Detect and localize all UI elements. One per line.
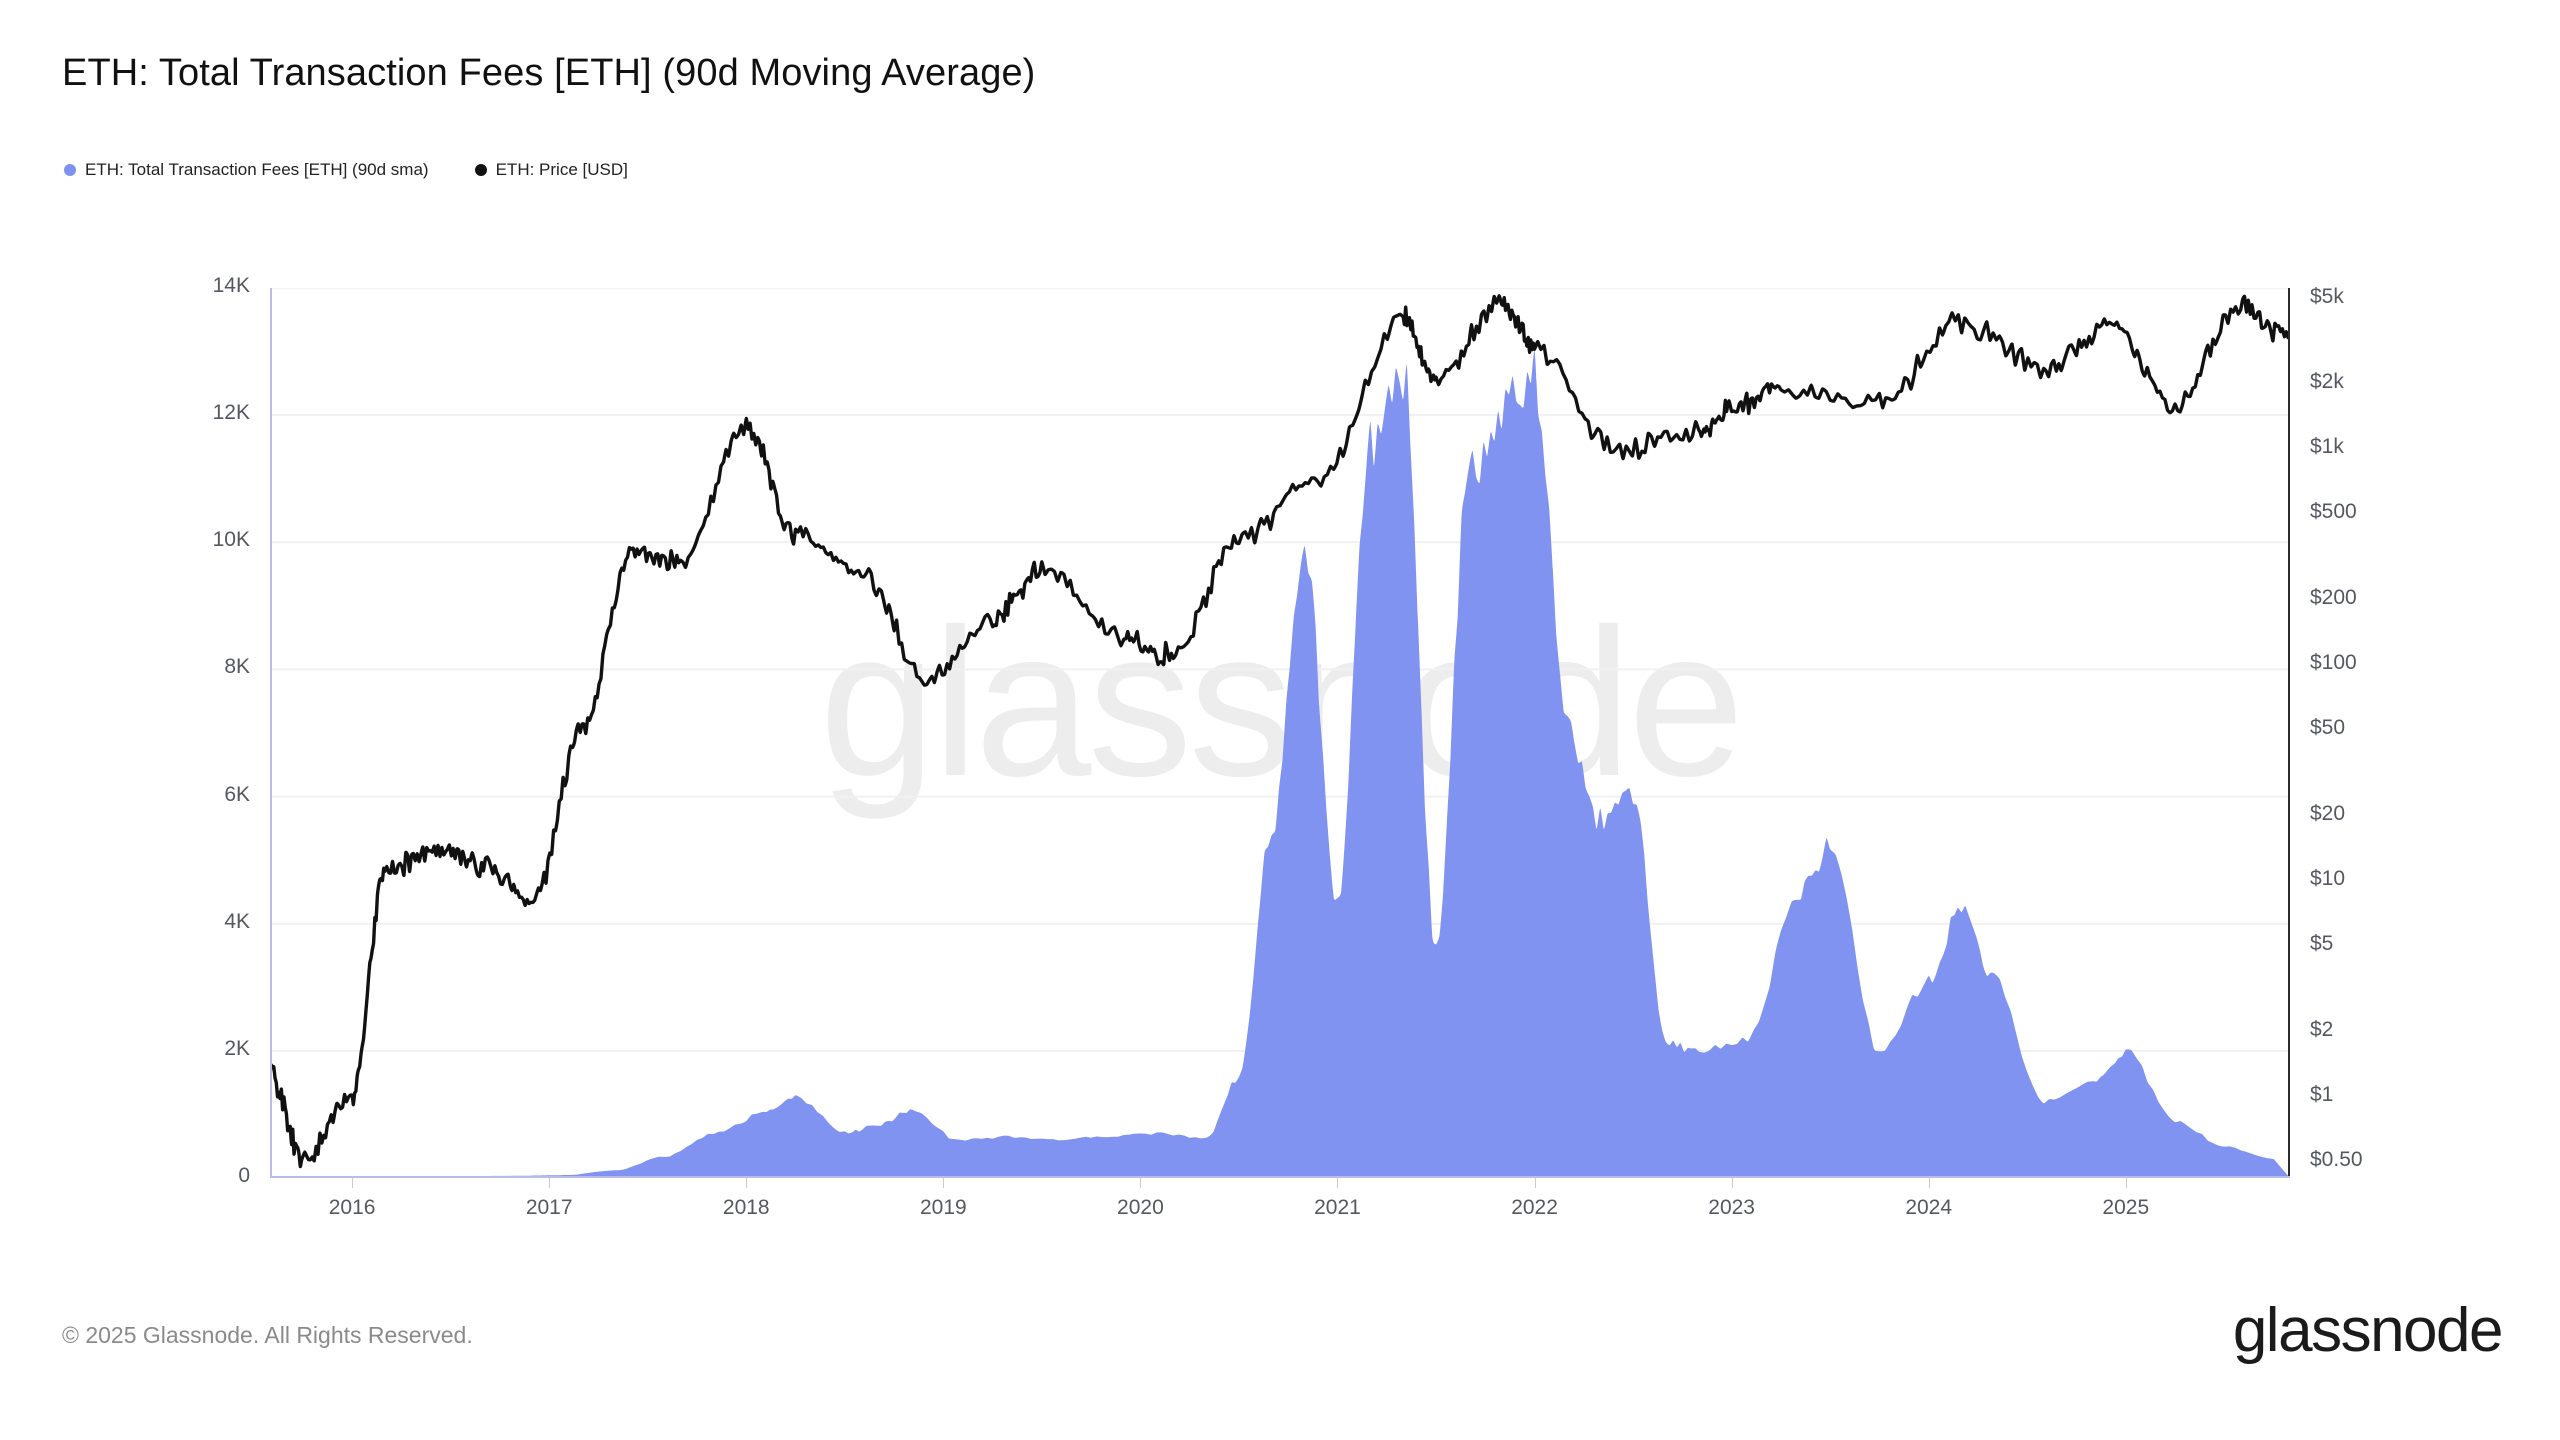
y-axis-right-tick: $1k [2310, 435, 2344, 459]
x-axis-tick-label: 2018 [722, 1196, 770, 1219]
y-axis-right-tick: $5 [2310, 931, 2334, 955]
legend-label-fees: ETH: Total Transaction Fees [ETH] (90d s… [85, 160, 429, 179]
y-axis-left-tick: 12K [212, 401, 250, 425]
x-axis-tick-label: 2017 [525, 1196, 573, 1219]
y-axis-right-tick: $50 [2310, 716, 2346, 740]
y-axis-right-tick: $2 [2310, 1017, 2334, 1041]
y-axis-right-tick: $0.50 [2310, 1147, 2363, 1171]
circle-dot-icon [474, 164, 487, 176]
y-axis-right-tick: $200 [2310, 586, 2357, 610]
y-axis-right-tick: $5k [2310, 284, 2344, 308]
y-axis-right-tick: $10 [2310, 866, 2346, 890]
x-axis-tick-mark [549, 1178, 551, 1188]
x-axis-tick-label: 2021 [1314, 1196, 1361, 1219]
x-axis-tick-mark [352, 1178, 354, 1188]
y-axis-left-tick: 0 [238, 1164, 250, 1187]
y-axis-left-tick: 8K [224, 655, 250, 679]
left-axis-spine [270, 288, 272, 1178]
x-axis-tick-label: 2016 [328, 1196, 376, 1219]
x-axis-tick-label: 2019 [919, 1196, 967, 1219]
y-axis-right-tick: $500 [2310, 500, 2357, 524]
chart-legend: ETH: Total Transaction Fees [ETH] (90d s… [64, 160, 628, 180]
y-axis-left-tick: 2K [224, 1036, 250, 1060]
x-axis-tick-label: 2024 [1905, 1196, 1953, 1219]
x-axis-tick-mark [943, 1178, 945, 1188]
x-axis-tick-mark [746, 1178, 748, 1188]
footer-copyright: © 2025 Glassnode. All Rights Reserved. [62, 1322, 473, 1348]
x-axis-tick-label: 2025 [2102, 1196, 2150, 1219]
x-axis-tick-label: 2022 [1511, 1196, 1558, 1219]
x-axis-tick-label: 2023 [1708, 1196, 1755, 1219]
chart-canvas [270, 288, 2290, 1178]
y-axis-left-tick: 14K [212, 274, 250, 297]
right-axis-spine [2288, 288, 2290, 1178]
y-axis-left-tick: 10K [212, 528, 250, 552]
fees-area-series [270, 348, 2290, 1178]
legend-item-price[interactable]: ETH: Price [USD] [474, 160, 628, 180]
glassnode-logo: glassnode [2232, 1296, 2504, 1365]
x-axis-tick-mark [1337, 1178, 1339, 1188]
y-axis-left-tick: 6K [224, 782, 250, 806]
x-axis-tick-mark [1534, 1178, 1536, 1188]
page-title: ETH: Total Transaction Fees [ETH] (90d M… [62, 52, 1036, 94]
circle-dot-icon [64, 164, 76, 176]
x-axis-tick-label: 2020 [1117, 1196, 1164, 1219]
y-axis-right-tick: $2k [2310, 370, 2344, 394]
y-axis-right-tick: $1 [2310, 1082, 2334, 1106]
legend-label-price: ETH: Price [USD] [495, 160, 628, 179]
legend-item-fees[interactable]: ETH: Total Transaction Fees [ETH] (90d s… [64, 160, 429, 180]
y-axis-right-tick: $20 [2310, 802, 2346, 825]
x-axis-tick-mark [1140, 1178, 1142, 1188]
y-axis-left-tick: 4K [224, 909, 250, 933]
bottom-axis-spine [270, 1176, 2290, 1178]
x-axis-tick-mark [1731, 1178, 1733, 1188]
x-axis-tick-mark [2125, 1178, 2127, 1188]
price-line-series [270, 294, 2290, 1169]
y-axis-right-tick: $100 [2310, 651, 2357, 675]
x-axis-tick-mark [1928, 1178, 1930, 1188]
